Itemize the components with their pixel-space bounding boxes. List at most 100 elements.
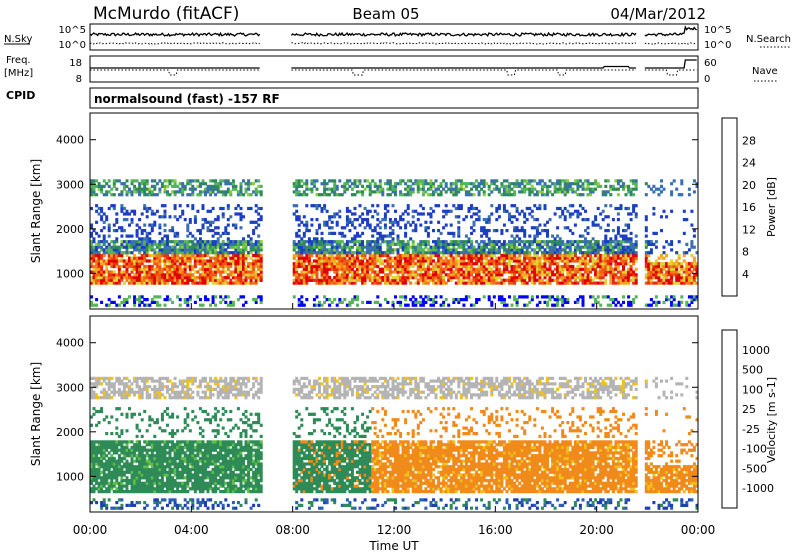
data-cell [320,193,324,197]
data-cell [670,303,674,307]
data-cell [419,248,423,252]
data-cell [153,273,157,277]
data-cell [214,259,218,263]
data-cell [176,234,180,238]
data-cell [338,240,342,244]
data-cell [462,303,466,307]
data-cell [490,204,494,208]
data-cell [581,303,585,307]
data-cell [100,259,104,263]
data-cell [510,245,514,249]
data-cell [356,273,359,277]
data-cell [421,251,425,255]
data-cell [107,276,111,280]
data-cell [599,270,603,274]
data-cell [140,253,144,258]
data-cell [376,223,380,227]
data-cell [533,278,537,282]
data-cell [191,267,195,271]
data-cell [97,242,101,246]
data-cell [601,218,605,222]
data-cell [343,242,347,246]
data-cell [495,184,499,188]
data-cell [176,190,180,194]
data-cell [518,182,522,186]
data-cell [97,490,101,494]
data-cell [414,248,418,252]
data-cell [654,231,658,235]
data-cell [434,190,438,194]
data-cell [150,226,154,230]
data-cell [92,193,96,197]
data-cell [510,242,514,246]
data-cell [649,248,653,252]
data-cell [297,223,301,227]
data-cell [330,231,334,235]
data-cell [462,218,466,222]
data-cell [143,253,147,258]
data-cell [515,245,519,249]
data-cell [206,220,210,224]
data-cell [619,240,623,244]
data-cell [657,281,661,285]
data-cell [97,451,101,455]
data-cell [464,253,468,258]
data-cell [421,240,425,244]
data-cell [305,240,309,244]
data-cell [578,204,582,208]
data-cell [495,273,499,277]
data-cell [206,270,210,274]
data-cell [482,278,486,282]
data-cell [110,270,114,274]
data-cell [528,179,532,183]
data-cell [520,179,524,183]
data-cell [138,267,142,271]
data-cell [133,212,137,216]
data-cell [216,270,220,274]
data-cell [95,501,99,505]
data-cell [396,270,400,274]
data-cell [209,240,213,244]
data-cell [411,273,415,277]
data-cell [221,190,225,194]
data-cell [591,256,595,260]
data-cell [224,256,228,260]
data-cell [611,281,615,285]
data-cell [328,240,332,244]
data-cell [201,182,205,186]
data-cell [576,259,580,263]
data-cell [563,253,567,258]
data-cell [100,245,104,249]
data-cell [388,193,392,197]
data-cell [662,276,666,280]
data-cell [391,237,395,241]
data-cell [614,303,618,307]
data-cell [535,240,539,244]
data-cell [231,187,235,191]
data-cell [120,300,124,304]
data-cell [599,212,603,216]
data-cell [439,264,443,269]
data-cell [535,262,539,266]
data-cell [548,278,552,282]
data-cell [373,182,377,186]
data-cell [576,270,580,274]
data-cell [292,248,296,252]
data-cell [520,182,524,186]
data-cell [409,262,413,266]
data-cell [538,245,542,249]
data-cell [434,240,438,244]
data-cell [105,467,109,472]
data-cell [100,248,104,252]
data-cell [386,253,390,258]
data-cell [153,184,157,188]
data-cell [110,281,114,285]
data-cell [221,215,225,219]
data-cell [477,264,481,269]
data-cell [401,256,405,260]
data-cell [383,240,387,244]
data-cell [566,267,570,271]
data-cell [295,278,299,282]
data-cell [318,251,321,255]
data-cell [447,259,451,263]
